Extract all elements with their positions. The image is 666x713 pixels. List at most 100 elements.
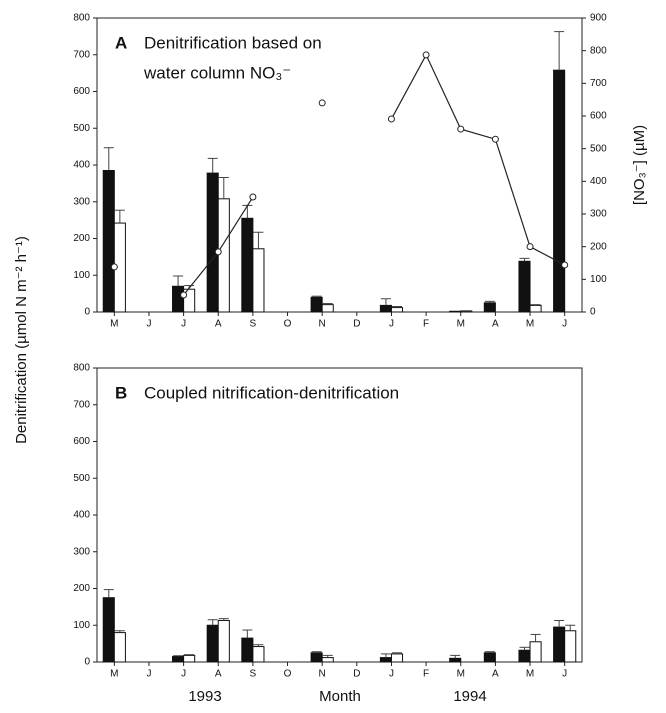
bar: [102, 597, 115, 663]
bar: [518, 260, 531, 313]
panel-letter: A: [115, 33, 127, 52]
y2-tick-label: 700: [590, 78, 607, 89]
x-tick-label: S: [250, 319, 257, 330]
bar: [460, 310, 473, 313]
bar: [321, 304, 334, 313]
error-bar: [519, 257, 530, 262]
y2-tick-label: 0: [590, 307, 596, 318]
bar: [390, 307, 404, 313]
year-label: 1994: [453, 688, 486, 705]
panel-title: Coupled nitrification-denitrification: [144, 383, 399, 402]
error-bar: [554, 619, 565, 628]
y-tick-label: 0: [84, 307, 90, 318]
x-tick-label: J: [389, 669, 394, 680]
bar: [310, 652, 323, 663]
y-tick-label: 200: [73, 583, 90, 594]
x-tick-label: J: [389, 319, 394, 330]
y-tick-label: 500: [73, 123, 90, 134]
line-point: [110, 263, 118, 271]
error-bar: [207, 157, 218, 174]
bar: [102, 170, 115, 313]
y-tick-label: 0: [84, 657, 90, 668]
bar: [217, 198, 230, 313]
bar: [379, 657, 392, 663]
plot-frame: [96, 17, 583, 313]
y-tick-label: 100: [73, 620, 90, 631]
panel-letter: B: [115, 383, 127, 402]
bar: [310, 296, 323, 313]
bar: [183, 654, 196, 663]
bar: [113, 632, 126, 663]
error-bar: [207, 619, 218, 626]
error-bar: [114, 630, 125, 633]
error-bar: [380, 298, 391, 306]
y2-tick-label: 500: [590, 143, 607, 154]
error-bar: [484, 300, 495, 303]
line-point: [214, 248, 222, 256]
error-bar: [530, 304, 541, 306]
line-point: [526, 243, 534, 251]
y2-tick-label: 800: [590, 45, 607, 56]
bar: [172, 285, 185, 313]
y2-tick-label: 100: [590, 274, 607, 285]
panel-title: Denitrification based on: [144, 33, 322, 52]
x-tick-label: A: [492, 319, 499, 330]
y2-tick-label: 900: [590, 13, 607, 24]
y2-axis-label: [NO₃⁻] (µM): [631, 125, 648, 205]
panel-title: water column NO₃⁻: [143, 63, 291, 82]
x-tick-label: M: [457, 319, 465, 330]
error-bar: [565, 624, 576, 631]
x-tick-label: A: [492, 669, 499, 680]
bar: [529, 641, 542, 663]
line-point: [422, 51, 430, 59]
x-tick-label: N: [319, 319, 326, 330]
error-bar: [242, 629, 253, 639]
x-tick-label: J: [181, 319, 186, 330]
error-bar: [554, 31, 565, 71]
y-tick-label: 100: [73, 270, 90, 281]
x-tick-label: A: [215, 669, 222, 680]
y-tick-label: 200: [73, 233, 90, 244]
x-tick-label: J: [562, 319, 567, 330]
y-tick-label: 300: [73, 196, 90, 207]
bar: [564, 630, 577, 663]
x-tick-label: J: [146, 669, 151, 680]
x-tick-label: S: [250, 669, 257, 680]
y-tick-label: 400: [73, 510, 90, 521]
x-axis-label: Month: [319, 688, 361, 705]
x-tick-label: J: [146, 319, 151, 330]
y2-tick-label: 200: [590, 241, 607, 252]
error-bar: [392, 305, 403, 308]
y-axis-label: Denitrification (µmol N m⁻² h⁻¹): [13, 236, 30, 444]
x-tick-label: A: [215, 319, 222, 330]
line-point: [387, 115, 395, 123]
y-tick-label: 800: [73, 13, 90, 24]
error-bar: [103, 147, 114, 171]
error-bar: [450, 654, 461, 659]
bar: [553, 626, 566, 663]
y-tick-label: 800: [73, 363, 90, 374]
bar: [321, 657, 334, 663]
x-tick-label: F: [423, 319, 429, 330]
error-bar: [322, 303, 333, 305]
y-tick-label: 400: [73, 160, 90, 171]
bar: [449, 310, 462, 313]
error-bar: [173, 655, 184, 657]
bar: [241, 637, 254, 663]
error-bar: [218, 176, 229, 199]
x-tick-label: J: [562, 669, 567, 680]
error-bar: [311, 651, 322, 653]
x-tick-label: N: [319, 669, 326, 680]
x-tick-label: M: [526, 669, 534, 680]
plot-frame: [96, 367, 583, 663]
y2-tick-label: 400: [590, 176, 607, 187]
y2-tick-label: 300: [590, 209, 607, 220]
y-tick-label: 700: [73, 399, 90, 410]
error-bar: [484, 651, 495, 653]
bar: [206, 624, 219, 663]
bar: [483, 652, 496, 663]
y-tick-label: 600: [73, 86, 90, 97]
x-tick-label: D: [353, 319, 360, 330]
error-bar: [519, 646, 530, 651]
